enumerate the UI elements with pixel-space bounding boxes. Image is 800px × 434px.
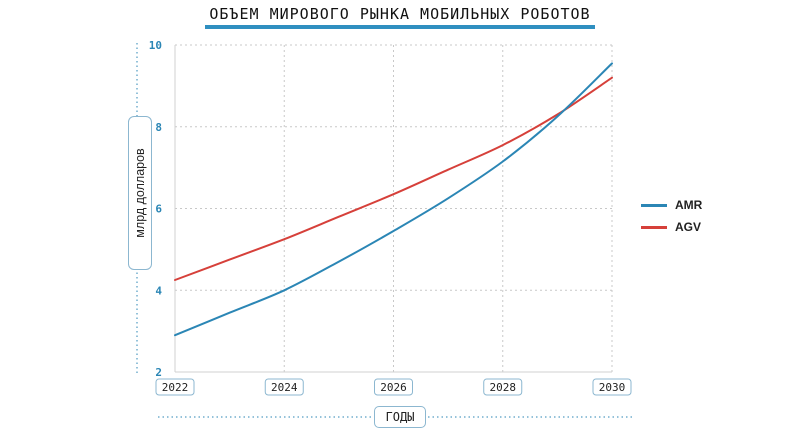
legend-label-amr: AMR <box>675 198 703 212</box>
legend-item-agv: AGV <box>641 218 702 236</box>
chart-title: ОБЪЕМ МИРОВОГО РЫНКА МОБИЛЬНЫХ РОБОТОВ <box>205 5 595 29</box>
x-tick-box-2028 <box>483 378 523 396</box>
legend-swatch-agv <box>641 225 667 229</box>
x-tick-box-2030 <box>592 378 632 396</box>
x-tick-box-2026 <box>374 378 413 396</box>
y-tick-label-8: 8 <box>155 121 162 134</box>
y-tick-label-10: 10 <box>149 39 162 52</box>
legend-label-agv: AGV <box>675 220 702 234</box>
legend-item-amr: AMR <box>641 196 702 214</box>
x-tick-label-2028: 2028 <box>490 381 517 394</box>
x-tick-label-2026: 2026 <box>380 381 407 394</box>
y-tick-label-2: 2 <box>155 366 162 379</box>
y-axis-label-box: млрд долларов <box>128 116 152 270</box>
series-line-agv <box>174 76 613 281</box>
y-tick-label-6: 6 <box>155 203 162 216</box>
x-tick-label-2030: 2030 <box>599 381 626 394</box>
y-axis-label: млрд долларов <box>133 148 147 238</box>
chart-title-wrap: ОБЪЕМ МИРОВОГО РЫНКА МОБИЛЬНЫХ РОБОТОВ <box>0 4 800 29</box>
y-tick-label-4: 4 <box>155 284 162 297</box>
x-tick-box-2022 <box>155 378 195 396</box>
x-tick-label-2024: 2024 <box>271 381 298 394</box>
legend-swatch-amr <box>641 203 667 207</box>
legend: AMR AGV <box>641 196 702 240</box>
x-tick-label-2022: 2022 <box>162 381 189 394</box>
x-axis-label: ГОДЫ <box>374 406 426 428</box>
series-line-amr <box>174 62 613 337</box>
x-tick-box-2024 <box>264 378 304 396</box>
